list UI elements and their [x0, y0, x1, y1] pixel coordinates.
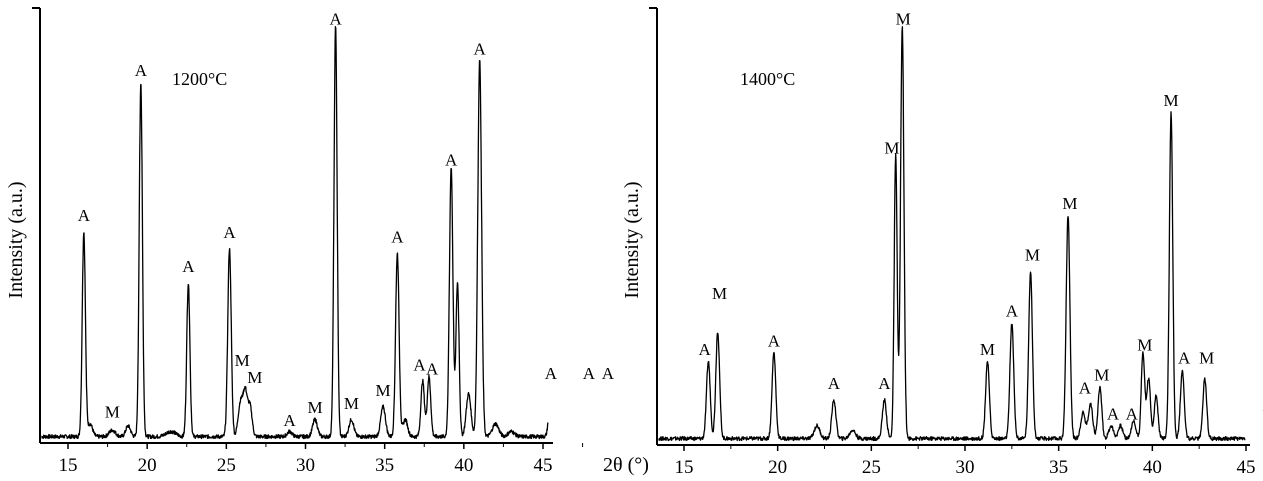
x-tick-label: 45 — [1237, 457, 1256, 478]
x-tick-label: 35 — [1049, 457, 1068, 478]
y-axis-label: Intensity (a.u.) — [621, 181, 643, 298]
peak-label-m: M — [980, 340, 995, 359]
peak-label-m: M — [105, 402, 120, 421]
peak-label-m: M — [1062, 194, 1077, 213]
x-tick-label: 15 — [675, 457, 694, 478]
peak-label-m: M — [235, 351, 250, 370]
peak-label-m: M — [1164, 91, 1179, 110]
xrd-panel-1200: 15 20 25 30 35 40 45 2θ (°) Intensity (a.u.) 1200… — [5, 7, 649, 476]
x-tick-label: 15 — [59, 455, 78, 476]
x-tick-label: 35 — [375, 455, 394, 476]
peak-label-m: M — [896, 10, 911, 29]
peak-label-a: A — [1079, 379, 1092, 398]
peak-label-a: A — [878, 374, 891, 393]
peak-label-a: A — [329, 10, 342, 29]
temperature-label: 1400°C — [740, 69, 795, 89]
peak-label-a: A — [135, 61, 148, 80]
peak-label-a: A — [182, 257, 195, 276]
peak-label-a: A — [78, 206, 91, 225]
x-tick-label: 20 — [138, 455, 157, 476]
peak-label-a: A — [284, 411, 297, 430]
peak-label-m: M — [1025, 246, 1040, 265]
peak-label-m: M — [1094, 366, 1109, 385]
y-axis-label: Intensity (a.u.) — [5, 181, 27, 298]
x-tick-label: 40 — [1143, 457, 1162, 478]
peak-label-a: A — [1107, 404, 1120, 423]
x-tick-label: 20 — [768, 457, 787, 478]
peak-label-m: M — [307, 398, 322, 417]
peak-label-m: M — [712, 284, 727, 303]
x-axis-label: 2θ (°) — [603, 454, 649, 476]
peak-label-a: A — [1006, 301, 1019, 320]
x-tick-label: 30 — [296, 455, 315, 476]
peak-label-a: A — [1126, 404, 1139, 423]
peak-label-a: A — [698, 340, 711, 359]
peak-label-a: A — [391, 227, 404, 246]
peak-label-a: A — [413, 355, 426, 374]
peak-label-m: M — [884, 138, 899, 157]
xrd-pattern-line — [41, 25, 549, 440]
peak-label-a: A — [474, 39, 487, 58]
x-tick-label: 40 — [454, 455, 473, 476]
x-tick-label: 25 — [217, 455, 236, 476]
peak-label-a: A — [602, 364, 615, 383]
peak-label-a: A — [445, 150, 458, 169]
peak-label-a: A — [545, 364, 558, 383]
peak-label-a: A — [426, 360, 439, 379]
peak-label-a: A — [828, 374, 841, 393]
peak-label-m: M — [1199, 348, 1214, 367]
x-tick-label: 25 — [862, 457, 881, 478]
peak-label-a: A — [768, 331, 781, 350]
peak-label-a: A — [1178, 348, 1191, 367]
peak-label-m: M — [247, 368, 262, 387]
peak-label-m: M — [1137, 336, 1152, 355]
peak-label-m: M — [344, 394, 359, 413]
peak-label-m: M — [376, 381, 391, 400]
xrd-pattern-line — [658, 26, 1246, 442]
x-tick-label: 30 — [956, 457, 975, 478]
peak-label-a: A — [583, 364, 596, 383]
x-tick-label: 45 — [534, 455, 553, 476]
peak-label-a: A — [223, 223, 236, 242]
temperature-label: 1200°C — [172, 69, 227, 89]
